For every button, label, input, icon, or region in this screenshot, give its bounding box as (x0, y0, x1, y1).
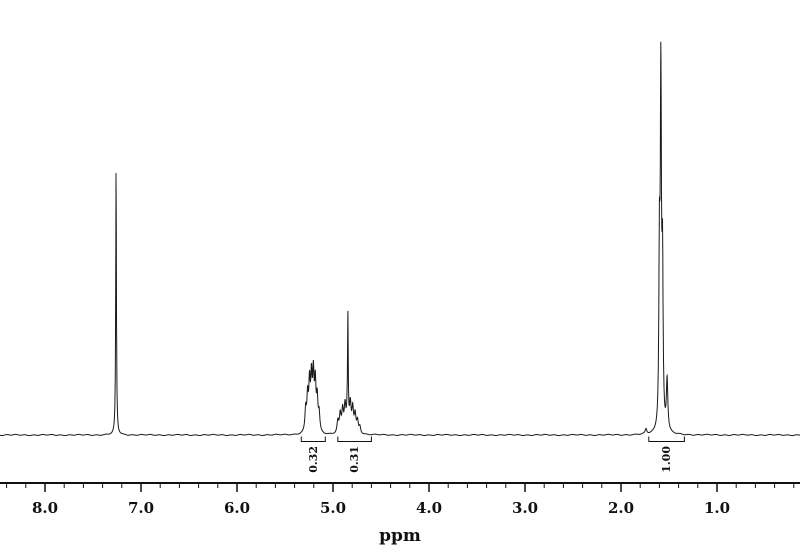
integration-bracket (648, 436, 685, 442)
axis-tick-label: 4.0 (416, 499, 442, 517)
integral-value-label: 0.32 (307, 446, 320, 473)
axis-tick-label: 2.0 (608, 499, 634, 517)
axis-tick-label: 7.0 (128, 499, 154, 517)
axis-tick-label: 1.0 (704, 499, 730, 517)
spectrum-trace (0, 41, 800, 437)
axis-tick-label: 3.0 (512, 499, 538, 517)
x-axis-title: ppm (379, 526, 421, 546)
integral-value-label: 0.31 (348, 446, 361, 473)
axis-tick-label: 5.0 (320, 499, 346, 517)
axis-tick-label: 8.0 (32, 499, 58, 517)
axis-tick-label: 6.0 (224, 499, 250, 517)
integral-value-label: 1.00 (660, 446, 673, 473)
integration-bracket (337, 436, 372, 442)
integration-bracket (300, 436, 326, 442)
